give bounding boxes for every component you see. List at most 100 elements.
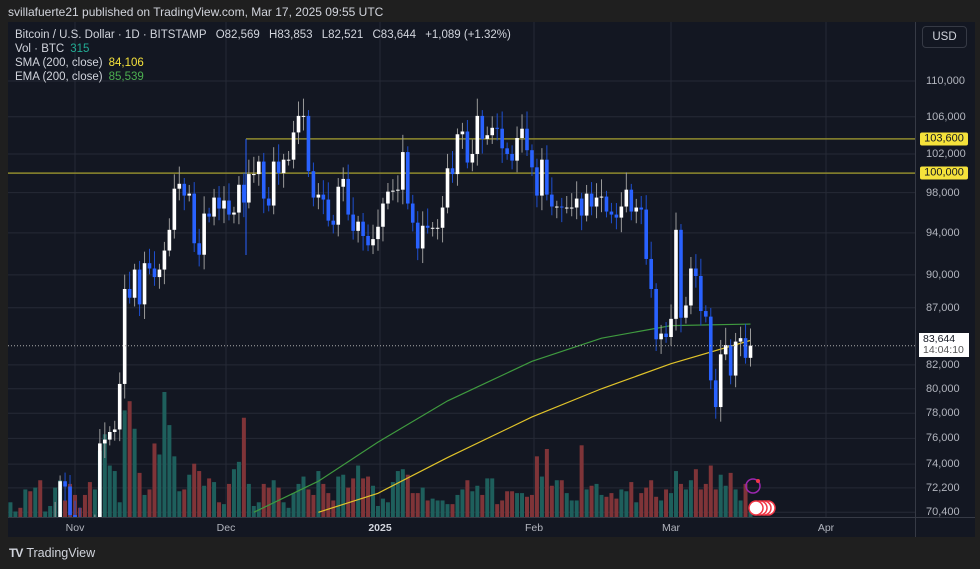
ema-legend[interactable]: EMA (200, close) 85,539 [15, 71, 150, 84]
volume-bar [723, 485, 728, 517]
volume-bar [599, 494, 604, 517]
price-tick: 110,000 [926, 75, 965, 87]
volume-bar [445, 504, 450, 517]
candle-body [381, 203, 385, 227]
volume-bar [122, 410, 127, 517]
volume-bar [614, 498, 619, 517]
ema-200-line [253, 323, 751, 513]
candle-body [336, 186, 341, 225]
candle-body [182, 183, 187, 196]
candle-body [147, 263, 152, 269]
candle-body [122, 288, 127, 384]
candle-body [107, 431, 112, 440]
volume-bar [420, 487, 425, 517]
candle-body [237, 184, 241, 213]
ohlc-high: H83,853 [269, 29, 313, 41]
volume-bar [375, 505, 380, 517]
candle-body [515, 137, 519, 161]
candle-body [654, 288, 658, 340]
price-tick: 102,000 [926, 147, 966, 160]
volume-bar [515, 493, 520, 517]
candle-body [132, 269, 137, 298]
candle-body [450, 168, 455, 175]
candle-body [391, 190, 395, 192]
candle-body [321, 194, 326, 200]
candle-body [649, 258, 653, 289]
candle-body [733, 341, 738, 376]
volume-bar [495, 504, 500, 517]
candle-body [177, 183, 182, 189]
volume-bar [743, 483, 748, 517]
volume-legend[interactable]: Vol · BTC 315 [15, 43, 95, 56]
volume-bar [510, 491, 515, 517]
ohlc-close: C83,644 [372, 29, 416, 41]
volume-bar [564, 493, 569, 517]
volume-bar [390, 482, 395, 517]
tradingview-brand[interactable]: TV TradingView [9, 546, 95, 560]
candle-body [609, 211, 614, 215]
time-label-feb: Feb [524, 522, 544, 534]
currency-button[interactable]: USD [922, 26, 967, 48]
candle-body [594, 197, 599, 207]
ohlc-open: O82,569 [215, 29, 260, 41]
sma-200-line [318, 339, 751, 513]
candle-body [535, 167, 539, 196]
candle-body [207, 213, 211, 217]
candle-body [137, 269, 142, 305]
candle-body [103, 439, 107, 444]
price-tick: 87,000 [926, 301, 960, 314]
candle-body [415, 222, 420, 249]
sma-value: 84,106 [108, 57, 144, 69]
candle-body [505, 148, 509, 154]
candle-body [574, 198, 579, 208]
candle-body [728, 345, 733, 376]
volume-bar [152, 443, 157, 517]
candle-body [525, 128, 529, 151]
candle-body [445, 168, 450, 208]
candle-body [684, 305, 688, 318]
candle-body [351, 214, 355, 231]
volume-bar [261, 483, 266, 517]
volume-bar [703, 483, 708, 517]
volume-bar [738, 500, 743, 517]
volume-bar [112, 471, 117, 517]
volume-bar [8, 502, 13, 517]
volume-bar [688, 480, 693, 517]
candle-body [674, 229, 678, 319]
volume-bar [202, 485, 207, 517]
volume-bar [693, 469, 698, 517]
symbol-name[interactable]: Bitcoin / U.S. Dollar · 1D · BITSTAMP [15, 29, 207, 41]
candle-body [157, 269, 162, 278]
volume-bar [713, 489, 718, 517]
volume-bar [683, 489, 688, 517]
candle-body [460, 131, 465, 135]
sma-legend[interactable]: SMA (200, close) 84,106 [15, 57, 150, 70]
volume-bar [356, 465, 361, 517]
volume-bar [251, 505, 256, 517]
volume-bar [664, 489, 669, 517]
candle-body [430, 227, 435, 229]
volume-bar [609, 493, 614, 517]
candle-body [589, 193, 594, 207]
volume-label: Vol · BTC [15, 43, 65, 55]
candle-body [43, 560, 47, 566]
volume-bar [678, 483, 683, 517]
candle-body [266, 198, 271, 206]
volume-bar [336, 476, 341, 517]
volume-bar [102, 434, 107, 517]
volume-bar [380, 498, 385, 517]
candle-body [217, 197, 221, 209]
candle-body [619, 206, 624, 218]
price-tick: 74,000 [926, 458, 960, 471]
candle-body [634, 207, 639, 212]
candle-body [694, 268, 698, 277]
candle-body [455, 134, 460, 175]
candle-body [470, 153, 475, 163]
volume-bar [534, 456, 539, 517]
tradingview-logo-icon: TV [9, 546, 23, 560]
candle-body [296, 115, 301, 133]
candle-body [142, 263, 147, 305]
candle-body [704, 311, 708, 317]
candle-body [550, 194, 554, 207]
